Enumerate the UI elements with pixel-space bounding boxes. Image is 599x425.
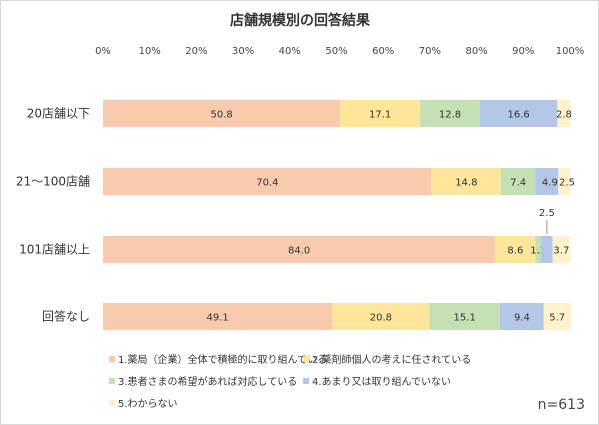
data-label: 20.8	[370, 313, 392, 324]
data-label: 2.5	[539, 208, 555, 219]
x-tick-label: 80%	[465, 46, 487, 57]
x-tick-label: 60%	[372, 46, 394, 57]
x-tick-label: 70%	[419, 46, 441, 57]
legend-swatch	[109, 356, 115, 362]
data-label: 2.5	[559, 178, 575, 189]
data-label: 2.8	[556, 110, 572, 121]
category-label: 20店舗以下	[27, 107, 90, 121]
data-label: 16.6	[507, 110, 529, 121]
data-label: 49.1	[207, 313, 229, 324]
bar-segment	[429, 303, 500, 330]
data-label: 5.7	[549, 313, 565, 324]
data-label: 17.1	[369, 110, 391, 121]
x-tick-label: 100%	[556, 46, 585, 57]
legend-swatch	[109, 400, 115, 406]
bar-segment	[557, 100, 571, 127]
category-label: 21～100店舗	[16, 175, 90, 189]
bar-segment	[479, 100, 558, 127]
bar-segment	[535, 236, 542, 263]
x-tick-label: 0%	[95, 46, 111, 57]
data-label: 7.4	[510, 178, 526, 189]
sample-size-label: n=613	[537, 397, 585, 413]
bar-segment	[103, 303, 333, 330]
bar-segment	[420, 100, 480, 127]
legend-entry: 4.あまり又は取り組んでいない	[312, 375, 451, 388]
bar-segment	[340, 100, 421, 127]
bar-segment	[103, 236, 496, 263]
x-tick-label: 50%	[325, 46, 347, 57]
data-label: 12.8	[439, 110, 461, 121]
bar-segment	[535, 168, 559, 195]
data-label: 1.2	[530, 246, 546, 257]
data-label: 50.8	[210, 110, 232, 121]
data-label: 84.0	[288, 246, 310, 257]
legend-entry: 3.患者さまの希望があれば対応している	[118, 375, 297, 388]
data-label: 14.8	[455, 178, 477, 189]
data-label: 9.4	[514, 313, 530, 324]
x-tick-label: 20%	[185, 46, 207, 57]
chart-title: 店舗規模別の回答結果	[230, 12, 371, 29]
x-tick-label: 10%	[139, 46, 161, 57]
legend-entry: 5.わからない	[118, 398, 178, 410]
bar-segment	[558, 168, 570, 195]
data-label: 70.4	[256, 178, 278, 189]
x-tick-label: 40%	[279, 46, 301, 57]
bar-segment	[103, 100, 341, 127]
bar-segment	[543, 303, 571, 330]
legend-swatch	[303, 378, 309, 384]
data-label: 8.6	[507, 246, 523, 257]
x-tick-label: 90%	[512, 46, 534, 57]
data-label: 15.1	[454, 313, 476, 324]
legend-swatch	[109, 378, 115, 384]
bar-segment	[541, 236, 553, 263]
category-label: 回答なし	[42, 309, 90, 324]
legend-entry: 2.薬剤師個人の考えに任されている	[312, 353, 471, 366]
data-label: 4.9	[542, 178, 558, 189]
data-label: 3.7	[553, 246, 569, 257]
bar-segment	[552, 236, 570, 263]
bar-segment	[499, 303, 544, 330]
legend-entry: 1.薬局（企業）全体で積極的に取り組んでいる	[118, 353, 327, 366]
bar-segment	[500, 168, 536, 195]
legend-swatch	[303, 356, 309, 362]
bar-segment	[495, 236, 536, 263]
bar-segment	[431, 168, 501, 195]
bar-segment	[332, 303, 430, 330]
bar-segment	[103, 168, 432, 195]
category-label: 101店舗以上	[19, 243, 90, 257]
x-tick-label: 30%	[232, 46, 254, 57]
